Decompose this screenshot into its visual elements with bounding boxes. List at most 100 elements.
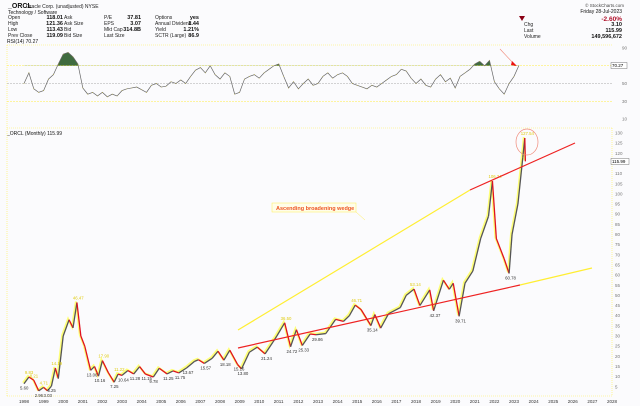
rsi-point xyxy=(151,84,152,86)
price-segment xyxy=(158,367,168,375)
price-segment xyxy=(354,304,362,311)
price-y-tick: 90 xyxy=(615,212,621,217)
sector: Technology / Software xyxy=(8,10,58,16)
price-label: 106.34 xyxy=(488,174,502,179)
price-segment xyxy=(413,288,421,306)
price-x-tick: 2011 xyxy=(274,399,284,404)
rsi-point xyxy=(474,63,476,65)
price-segment xyxy=(370,314,376,326)
price-y-tick: 5 xyxy=(615,384,618,389)
price-x-tick: 2025 xyxy=(548,399,559,404)
rsi-arrow xyxy=(499,48,515,65)
price-x-tick: 2023 xyxy=(509,399,520,404)
quote-value: 314.8B xyxy=(123,26,141,33)
price-segment xyxy=(113,373,119,383)
rsi-point xyxy=(479,60,481,62)
rsi-point xyxy=(361,86,363,88)
quote-label: Last Size xyxy=(104,33,125,39)
rsi-point xyxy=(278,63,280,65)
rsi-point xyxy=(38,92,40,93)
rsi-last-value: 70.27 xyxy=(612,63,624,68)
rsi-point xyxy=(185,83,187,84)
rsi-point xyxy=(170,81,172,83)
quote-value: yes xyxy=(189,14,199,21)
price-label: 15.57 xyxy=(200,365,211,370)
price-segment xyxy=(84,345,92,371)
rsi-point xyxy=(268,68,270,70)
chg-value: 3.10 xyxy=(611,22,622,28)
price-label: 15.16 xyxy=(234,367,245,372)
rsi-point xyxy=(263,72,265,74)
rsi-point xyxy=(298,88,299,90)
price-segment xyxy=(198,359,205,364)
price-x-tick: 2018 xyxy=(411,399,422,404)
price-segment xyxy=(343,315,350,322)
rsi-point xyxy=(219,78,221,80)
quote-label: Yield xyxy=(155,27,166,33)
price-x-tick: 2026 xyxy=(568,399,579,404)
price-segment xyxy=(448,282,454,290)
price-x-tick: 2020 xyxy=(450,399,461,404)
rsi-point xyxy=(440,74,441,75)
rsi-point xyxy=(410,77,412,79)
rsi-y-tick: 10 xyxy=(622,117,628,122)
price-label: 39.71 xyxy=(455,318,466,323)
price-y-tick: 80 xyxy=(615,232,621,237)
price-label: 7.25 xyxy=(110,384,119,389)
rsi-point xyxy=(371,84,373,86)
price-label: 21.24 xyxy=(261,356,272,361)
quote-label: Bid Size xyxy=(64,33,83,39)
price-segment xyxy=(295,329,303,346)
price-segment xyxy=(276,322,286,337)
rsi-point xyxy=(317,83,319,84)
rsi-point xyxy=(141,89,142,91)
rsi-point xyxy=(28,72,30,74)
price-segment xyxy=(503,258,510,274)
rsi-title: RSI(14) 70.27 xyxy=(7,39,39,45)
price-segment xyxy=(186,360,195,369)
quote-value: 121.36 xyxy=(46,20,63,27)
price-segment xyxy=(33,379,40,392)
price-x-tick: 2016 xyxy=(372,399,383,404)
rsi-point xyxy=(396,74,397,75)
price-segment xyxy=(178,367,188,374)
rsi-line xyxy=(23,52,520,98)
price-segment xyxy=(76,302,82,337)
rsi-point xyxy=(518,65,520,66)
price-x-tick: 2002 xyxy=(97,399,108,404)
pattern-label: Ascending broadening wedge xyxy=(276,206,354,212)
price-x-tick: 2019 xyxy=(431,399,442,404)
change-percent: -2.60% xyxy=(601,16,622,23)
rsi-point xyxy=(449,77,451,79)
price-segment xyxy=(54,367,59,379)
price-segment xyxy=(335,318,344,323)
price-y-tick: 55 xyxy=(615,283,621,288)
price-label: 11.75 xyxy=(175,375,186,380)
price-segment xyxy=(145,373,154,378)
quote-label: Annual Dividend xyxy=(155,21,192,27)
price-y-tick: 60 xyxy=(615,273,621,278)
price-segment xyxy=(117,373,123,377)
rsi-point xyxy=(131,87,133,89)
rsi-point xyxy=(351,83,353,84)
quote-value: 118.01 xyxy=(46,14,63,21)
lower-trendline-yellow xyxy=(519,267,593,286)
price-segment xyxy=(107,372,115,383)
rsi-point xyxy=(116,95,118,97)
price-label: 24.72 xyxy=(287,349,298,354)
price-segment xyxy=(97,360,104,377)
price-label: 9.78 xyxy=(149,379,158,384)
pattern-label-box xyxy=(271,202,357,213)
price-segment xyxy=(405,288,415,296)
price-y-tick: 20 xyxy=(615,354,621,359)
quote-label: Mkt Cap xyxy=(104,27,123,33)
price-label: 10.64 xyxy=(118,377,129,382)
price-segment xyxy=(495,238,505,260)
price-segment xyxy=(38,386,44,392)
upper-trendline xyxy=(237,189,471,331)
price-x-tick: 2004 xyxy=(137,399,148,404)
rsi-point xyxy=(332,77,334,79)
price-label: 13.06 xyxy=(87,372,98,377)
price-x-tick: 1999 xyxy=(39,399,50,404)
rsi-point xyxy=(53,74,54,75)
